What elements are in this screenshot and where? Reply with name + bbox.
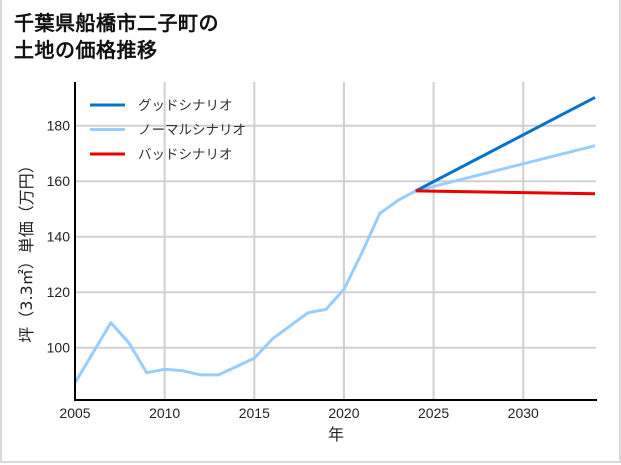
gridlines xyxy=(74,82,596,400)
series-line xyxy=(73,144,596,384)
y-tick-labels: 100 120 140 160 180 xyxy=(47,118,71,356)
x-tick-label: 2005 xyxy=(59,405,90,421)
y-tick-label: 160 xyxy=(47,173,71,189)
chart-title-line-1: 千葉県船橋市二子町の xyxy=(14,11,219,35)
x-tick-labels: 2005 2010 2015 2020 2025 2030 xyxy=(59,405,539,421)
chart-title: 千葉県船橋市二子町の 土地の価格推移 xyxy=(14,10,219,64)
y-tick-label: 120 xyxy=(47,284,71,300)
legend-label: グッドシナリオ xyxy=(138,98,233,114)
x-axis-label: 年 xyxy=(328,425,344,444)
legend-label: ノーマルシナリオ xyxy=(138,123,246,139)
y-tick-label: 100 xyxy=(47,340,71,356)
axes xyxy=(74,82,597,401)
x-tick-label: 2025 xyxy=(418,405,449,421)
series-line xyxy=(415,96,596,193)
x-tick-label: 2030 xyxy=(508,405,539,421)
series-line xyxy=(415,189,596,196)
y-tick-label: 180 xyxy=(47,118,71,134)
series-lines xyxy=(73,96,596,384)
x-tick-label: 2015 xyxy=(239,405,270,421)
x-tick-label: 2010 xyxy=(149,405,180,421)
x-tick-label: 2020 xyxy=(328,405,359,421)
y-axis-label: 坪（3.3㎡）単価（万円） xyxy=(17,157,36,342)
legend-label: バッドシナリオ xyxy=(138,147,233,163)
y-tick-label: 140 xyxy=(47,229,71,245)
chart-title-line-2: 土地の価格推移 xyxy=(14,38,158,62)
